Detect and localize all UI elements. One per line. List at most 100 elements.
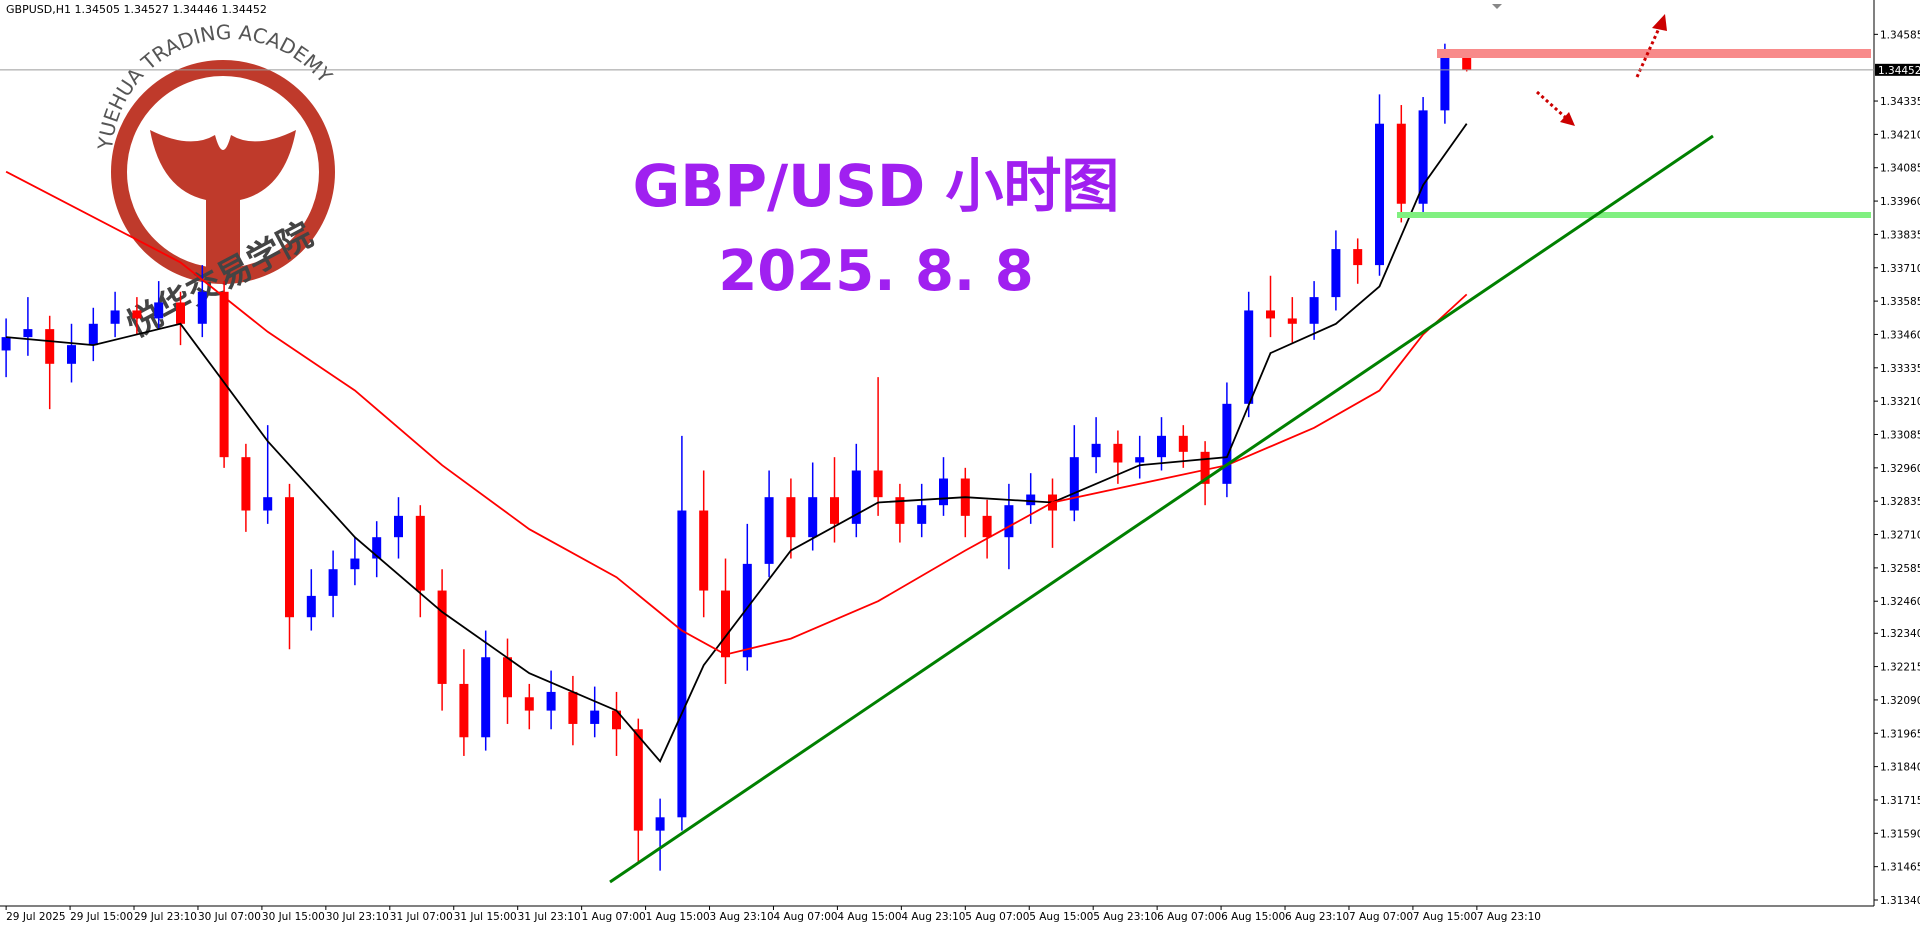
y-tick-label: 1.33960: [1880, 196, 1920, 208]
candle-body: [1091, 443, 1101, 458]
y-tick-label: 1.31965: [1880, 728, 1920, 740]
y-tick-label: 1.31465: [1880, 862, 1920, 874]
x-tick-label: 31 Jul 07:00: [390, 911, 453, 923]
header: GBPUSD,H1 1.34505 1.34527 1.34446 1.3445…: [6, 3, 267, 16]
candle-body: [1026, 494, 1036, 506]
y-tick-label: 1.34585: [1880, 29, 1920, 41]
candle-body: [415, 515, 425, 591]
candle-body: [1353, 249, 1363, 266]
candle-body: [503, 657, 512, 698]
candle-body: [1, 337, 11, 351]
candle-body: [786, 497, 796, 538]
candle-body: [1200, 451, 1210, 484]
candle-body: [982, 515, 992, 538]
candle-body: [895, 497, 905, 524]
x-tick-label: 30 Jul 15:00: [262, 911, 325, 923]
trend-line: [609, 134, 1714, 884]
arrow-head: [1652, 14, 1667, 31]
candle-body: [524, 697, 534, 711]
candle-body: [263, 497, 273, 511]
candle-body: [459, 683, 469, 738]
candle-body: [23, 329, 33, 338]
candle-body: [350, 558, 360, 570]
candle-body: [939, 478, 948, 506]
y-tick-label: 1.32340: [1880, 628, 1920, 640]
y-tick-label: 1.31590: [1880, 828, 1920, 840]
candle-body: [197, 291, 207, 324]
candle-body: [45, 329, 55, 364]
candle-body: [132, 310, 142, 319]
candle-body: [1396, 123, 1406, 204]
x-tick-label: 4 Aug 15:00: [837, 911, 901, 923]
current-price-box: [1875, 63, 1920, 76]
candle-body: [1222, 403, 1232, 484]
candle-body: [154, 302, 164, 319]
y-tick-label: 1.32215: [1880, 662, 1920, 674]
candle-body: [481, 657, 491, 738]
candle-body: [568, 691, 578, 724]
x-tick-label: 7 Aug 07:00: [1349, 911, 1413, 923]
candle-body: [873, 470, 883, 498]
candle-body: [394, 515, 403, 538]
x-tick-label: 30 Jul 07:00: [198, 911, 261, 923]
x-tick-label: 29 Jul 15:00: [70, 911, 133, 923]
candle-body: [1069, 457, 1079, 511]
y-tick-label: 1.33460: [1880, 329, 1920, 341]
y-tick-label: 1.32585: [1880, 563, 1920, 575]
candle-body: [808, 497, 818, 538]
candle-body: [633, 729, 643, 831]
x-tick-label: 6 Aug 07:00: [1157, 911, 1221, 923]
candle-body: [437, 590, 447, 684]
candle-body: [917, 505, 927, 524]
candle-body: [328, 569, 338, 596]
y-tick-label: 1.33585: [1880, 296, 1920, 308]
candle-body: [1287, 318, 1297, 324]
arrow-down: [1536, 90, 1566, 119]
x-tick-label: 3 Aug 23:10: [710, 911, 774, 923]
candle-body: [1178, 435, 1188, 452]
candle-body: [306, 595, 316, 618]
candle-body: [851, 470, 861, 524]
candle-body: [1462, 55, 1472, 70]
candle-body: [1331, 249, 1341, 298]
x-tick-label: 1 Aug 07:00: [582, 911, 646, 923]
candle-body: [1157, 435, 1166, 458]
y-tick-label: 1.34085: [1880, 163, 1920, 175]
resistance-zone: [1437, 49, 1871, 58]
x-tick-label: 4 Aug 23:10: [901, 911, 965, 923]
x-tick-label: 7 Aug 23:10: [1477, 911, 1541, 923]
chart-title: GBP/USD 小时图: [633, 152, 1120, 220]
candle-body: [1375, 123, 1384, 266]
candle-body: [88, 323, 98, 346]
candle-body: [110, 310, 120, 324]
y-tick-label: 1.31840: [1880, 762, 1920, 774]
x-tick-label: 30 Jul 23:10: [326, 911, 389, 923]
y-tick-label: 1.32460: [1880, 596, 1920, 608]
y-tick-label: 1.31715: [1880, 795, 1920, 807]
y-tick-label: 1.34335: [1880, 96, 1920, 108]
candle-body: [67, 345, 76, 364]
candle-body: [176, 302, 185, 324]
candle-body: [372, 537, 382, 559]
y-tick-label: 1.33085: [1880, 429, 1920, 441]
x-tick-label: 5 Aug 15:00: [1029, 911, 1093, 923]
candle-body: [1135, 457, 1145, 463]
candle-body: [1004, 505, 1014, 538]
y-tick-label: 1.32710: [1880, 530, 1920, 542]
y-tick-label: 1.33335: [1880, 363, 1920, 375]
y-tick-label: 1.33835: [1880, 229, 1920, 241]
x-tick-label: 5 Aug 07:00: [965, 911, 1029, 923]
candle-body: [721, 590, 730, 658]
candle-body: [830, 497, 839, 524]
candle-body: [742, 563, 752, 658]
shift-marker: [1492, 4, 1502, 9]
candle-body: [285, 497, 294, 618]
candle-body: [590, 710, 600, 724]
candle-body: [1266, 310, 1275, 319]
y-tick-label: 1.33710: [1880, 263, 1920, 275]
y-tick-label: 1.32835: [1880, 496, 1920, 508]
candle-body: [1440, 57, 1450, 111]
candle-body: [677, 510, 687, 818]
